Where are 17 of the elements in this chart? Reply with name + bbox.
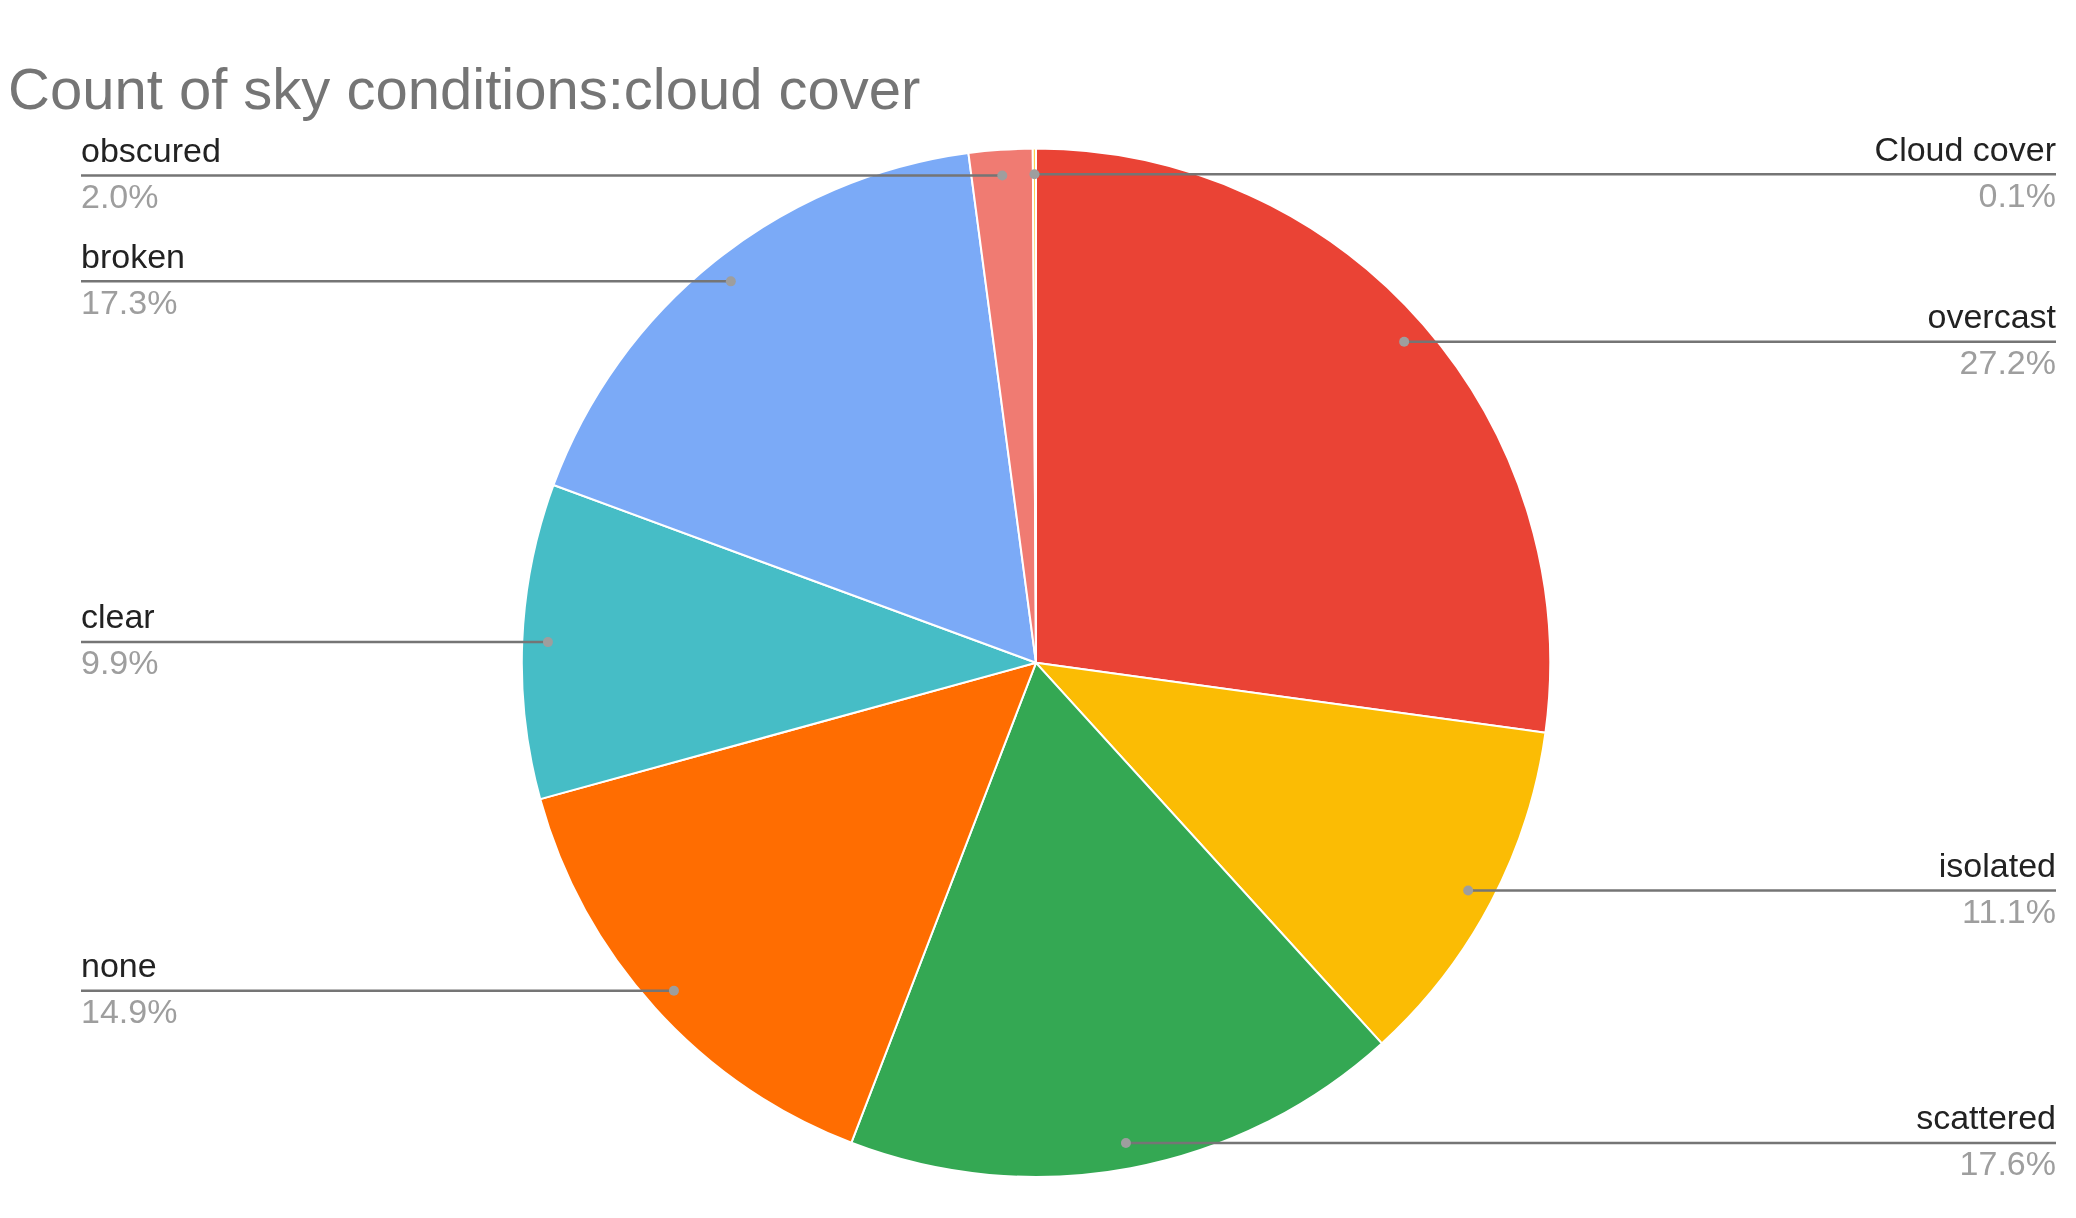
slice-label: scattered <box>1916 1098 2056 1137</box>
slice-label: none <box>81 946 157 985</box>
data-label: 11.1% <box>1962 891 2056 930</box>
slice-label: clear <box>81 597 155 636</box>
slice-label: broken <box>81 236 185 275</box>
data-label: 14.9% <box>81 992 178 1031</box>
slice-label: obscured <box>81 130 221 169</box>
slice-label: Cloud cover <box>1874 129 2056 168</box>
slice-label: overcast <box>1927 297 2057 336</box>
slice-label: isolated <box>1938 845 2056 884</box>
data-label: 0.1% <box>1978 175 2056 214</box>
chart-title: Count of sky conditions:cloud cover <box>8 55 921 121</box>
data-label: 17.6% <box>1959 1144 2056 1183</box>
data-label: 17.3% <box>81 282 178 321</box>
data-label: 9.9% <box>81 643 159 682</box>
data-label: 2.0% <box>81 176 159 215</box>
data-label: 27.2% <box>1959 343 2056 382</box>
